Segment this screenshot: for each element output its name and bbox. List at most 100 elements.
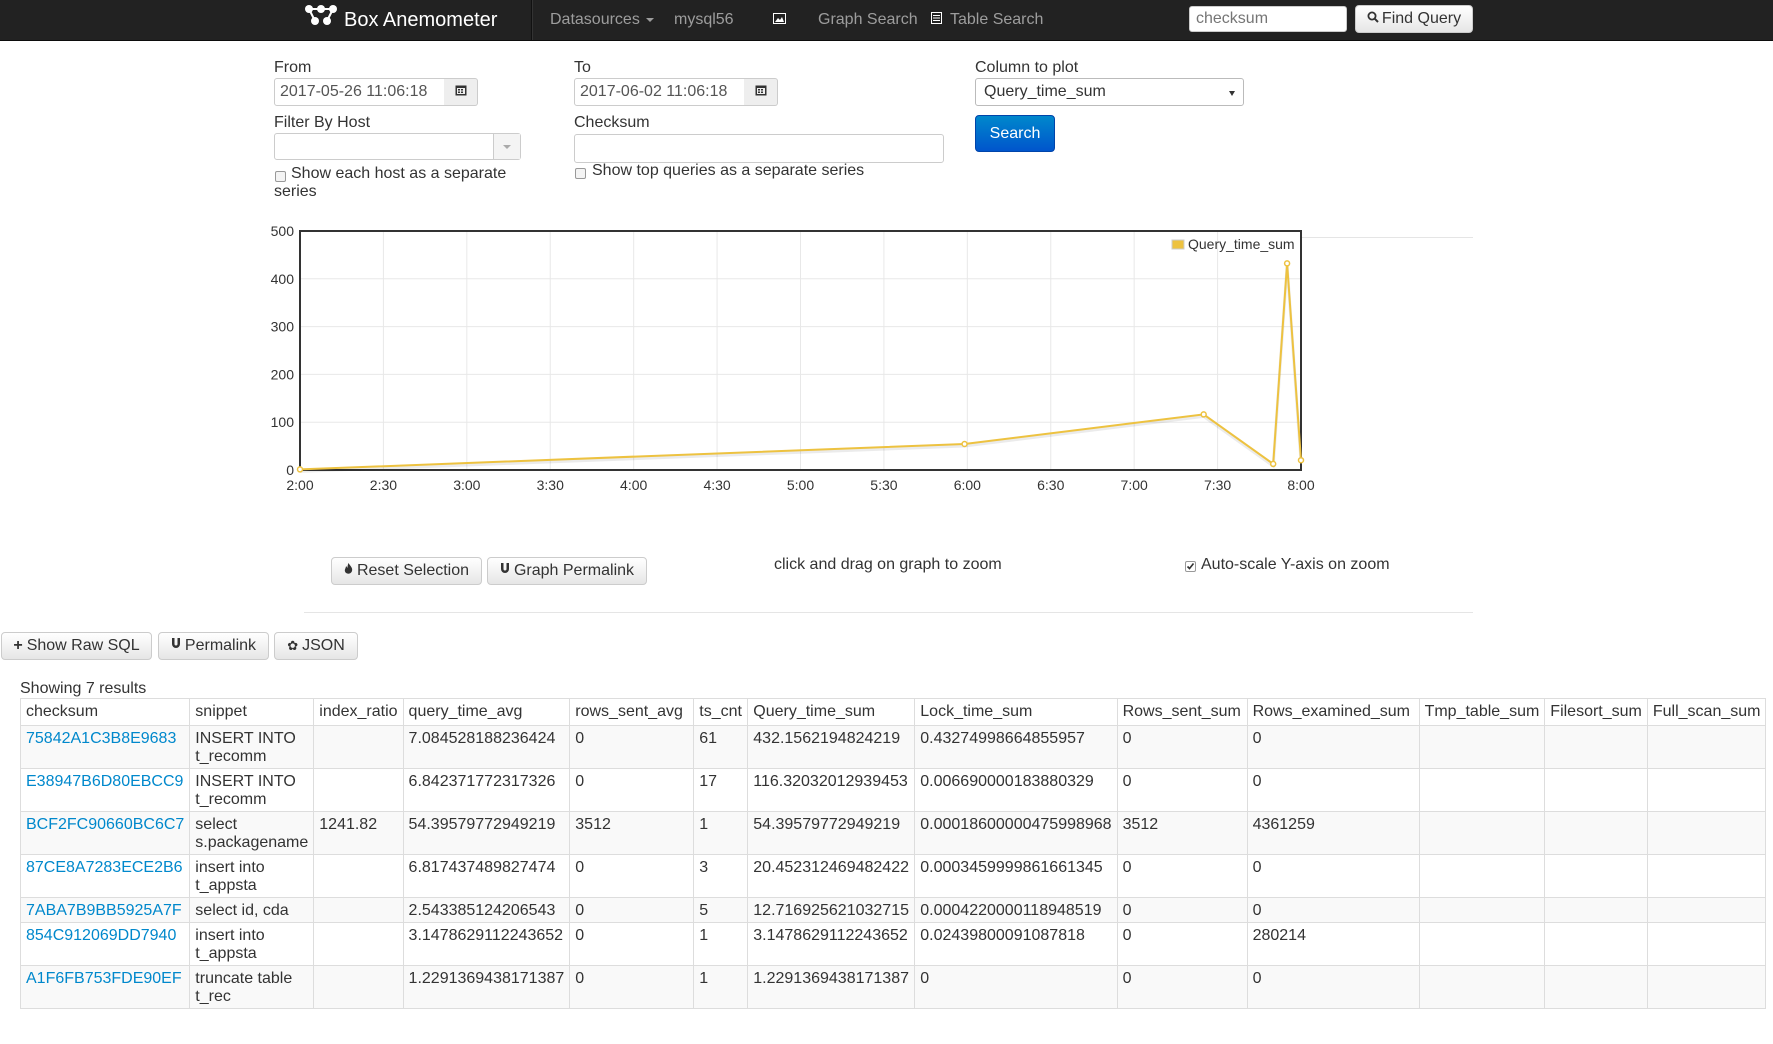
snippet-line: t_recomm xyxy=(195,748,267,765)
column-to-plot-select[interactable]: Query_time_sum xyxy=(975,78,1244,106)
cell-full-scan-sum xyxy=(1646,811,1767,855)
x-tick-label: 7:00 xyxy=(1121,477,1148,493)
cell-filesort-sum xyxy=(1544,965,1648,1009)
cell-rows-sent-sum: 3512 xyxy=(1116,811,1248,855)
results-summary: Showing 7 results xyxy=(20,680,147,697)
checksum-link[interactable]: BCF2FC90660BC6C7 xyxy=(26,816,185,833)
column-header-checksum[interactable]: checksum xyxy=(19,698,191,726)
snippet-line: t_recomm xyxy=(195,791,267,808)
datasources-dropdown[interactable]: Datasources xyxy=(550,0,654,40)
show-raw-sql-button[interactable]: + Show Raw SQL xyxy=(1,632,152,660)
y-tick-label: 300 xyxy=(271,319,295,335)
cell-rows-examined-sum: 4361259 xyxy=(1246,811,1420,855)
table-row: 854C912069DD7940 insert into t_appsta 3.147… xyxy=(19,922,1767,966)
column-header-lock-time-sum[interactable]: Lock_time_sum xyxy=(914,698,1118,726)
cell-filesort-sum xyxy=(1544,922,1648,966)
permalink-label: Permalink xyxy=(184,637,257,655)
checksum-link[interactable]: 854C912069DD7940 xyxy=(26,927,177,944)
cell-tmp-table-sum xyxy=(1418,854,1546,898)
graph-search-label: Graph Search xyxy=(818,11,918,29)
cell-rows-sent-sum: 0 xyxy=(1116,768,1248,812)
permalink-button[interactable]: Permalink xyxy=(158,632,269,660)
cell-checksum: E38947B6D80EBCC9 xyxy=(19,768,191,812)
cell-tmp-table-sum xyxy=(1418,897,1546,923)
from-label: From xyxy=(274,59,312,76)
cell-tmp-table-sum xyxy=(1418,768,1546,812)
show-top-queries-label: Show top queries as a separate series xyxy=(592,162,865,179)
reset-selection-button[interactable]: Reset Selection xyxy=(331,557,482,585)
column-header-query-time-sum[interactable]: Query_time_sum xyxy=(747,698,916,726)
graph-permalink-button[interactable]: Graph Permalink xyxy=(487,557,647,585)
snippet-line: s.packagename xyxy=(195,834,309,851)
column-header-query-time-avg[interactable]: query_time_avg xyxy=(402,698,571,726)
legend-label: Query_time_sum xyxy=(1188,236,1295,252)
query-time-chart[interactable]: 2:00 2:30 3:00 3:30 4:00 4:30 5:00 5:30 6:00 6:30… xyxy=(0,0,1773,580)
auto-scale-checkbox[interactable] xyxy=(1185,561,1196,572)
snippet-line: select id, cda xyxy=(195,902,289,919)
checksum-label: Checksum xyxy=(574,114,650,131)
column-header-snippet[interactable]: snippet xyxy=(189,698,315,726)
column-header-rows-sent-sum[interactable]: Rows_sent_sum xyxy=(1116,698,1248,726)
brand-link[interactable]: Box Anemometer xyxy=(304,0,497,40)
datasources-label: Datasources xyxy=(550,11,640,28)
cell-full-scan-sum xyxy=(1646,922,1767,966)
graph-search-link[interactable]: Graph Search xyxy=(773,0,918,40)
column-header-rows-sent-avg[interactable]: rows_sent_avg xyxy=(569,698,695,726)
filter-by-host-select[interactable] xyxy=(274,133,521,160)
cell-full-scan-sum xyxy=(1646,965,1767,1009)
cell-snippet: INSERT INTO t_recomm xyxy=(189,768,315,812)
table-search-link[interactable]: Table Search xyxy=(931,0,1043,40)
x-tick-label: 6:00 xyxy=(954,477,981,493)
cell-query-time-avg: 1.2291369438171387 xyxy=(402,965,571,1009)
checksum-input[interactable] xyxy=(574,134,944,163)
cell-snippet: insert into t_appsta xyxy=(189,854,315,898)
show-top-queries-checkbox[interactable] xyxy=(575,168,586,179)
host-dropdown-toggle[interactable] xyxy=(493,134,520,159)
checksum-link[interactable]: A1F6FB753FDE90EF xyxy=(26,970,182,987)
to-date-input[interactable]: 2017-06-02 11:06:18 xyxy=(574,78,745,106)
column-header-full-scan-sum[interactable]: Full_scan_sum xyxy=(1646,698,1767,726)
from-calendar-button[interactable] xyxy=(444,78,478,106)
fire-icon xyxy=(344,558,353,584)
top-navbar: Box Anemometer Datasources mysql56 Graph… xyxy=(0,0,1773,41)
cell-query-time-avg: 2.543385124206543 xyxy=(402,897,571,923)
checksum-link[interactable]: 75842A1C3B8E9683 xyxy=(26,730,177,747)
from-date-input[interactable]: 2017-05-26 11:06:18 xyxy=(274,78,445,106)
cell-query-time-avg: 6.842371772317326 xyxy=(402,768,571,812)
y-tick-label: 0 xyxy=(286,462,294,478)
to-calendar-button[interactable] xyxy=(744,78,778,106)
show-each-host-checkbox[interactable] xyxy=(275,171,286,182)
data-point xyxy=(296,466,304,473)
cell-checksum: A1F6FB753FDE90EF xyxy=(19,965,191,1009)
check-icon xyxy=(1186,563,1195,570)
cell-rows-examined-sum: 0 xyxy=(1246,897,1420,923)
show-each-host-label-line2: series xyxy=(274,183,317,200)
series-line-query-time-sum xyxy=(299,263,1302,471)
checksum-search-input[interactable] xyxy=(1189,6,1347,32)
checksum-link[interactable]: 87CE8A7283ECE2B6 xyxy=(26,859,183,876)
find-query-button[interactable]: Find Query xyxy=(1355,5,1473,33)
reset-selection-label: Reset Selection xyxy=(356,562,470,580)
nav-divider xyxy=(531,0,533,40)
column-header-filesort-sum[interactable]: Filesort_sum xyxy=(1544,698,1648,726)
datasource-current-link[interactable]: mysql56 xyxy=(674,0,734,40)
checksum-link[interactable]: E38947B6D80EBCC9 xyxy=(26,773,184,790)
column-header-tmp-table-sum[interactable]: Tmp_table_sum xyxy=(1418,698,1546,726)
cell-checksum: 87CE8A7283ECE2B6 xyxy=(19,854,191,898)
table-row: 75842A1C3B8E9683 INSERT INTO t_recomm 7.084… xyxy=(19,725,1767,769)
chevron-down-icon xyxy=(503,145,511,149)
column-header-index-ratio[interactable]: index_ratio xyxy=(313,698,404,726)
json-button[interactable]: ✿ JSON xyxy=(274,632,358,660)
cell-rows-examined-sum: 0 xyxy=(1246,965,1420,1009)
search-button[interactable]: Search xyxy=(975,115,1055,152)
cell-lock-time-sum: 0.006690000183880329 xyxy=(914,768,1118,812)
cell-filesort-sum xyxy=(1544,897,1648,923)
x-tick-label: 5:30 xyxy=(870,477,897,493)
cell-ts-cnt: 1 xyxy=(693,965,749,1009)
snippet-line: truncate table xyxy=(195,970,293,987)
column-header-rows-examined-sum[interactable]: Rows_examined_sum xyxy=(1246,698,1420,726)
x-tick-label: 6:30 xyxy=(1037,477,1064,493)
checksum-link[interactable]: 7ABA7B9BB5925A7F xyxy=(26,902,182,919)
column-header-ts-cnt[interactable]: ts_cnt xyxy=(693,698,749,726)
cell-lock-time-sum: 0.43274998664855957 xyxy=(914,725,1118,769)
